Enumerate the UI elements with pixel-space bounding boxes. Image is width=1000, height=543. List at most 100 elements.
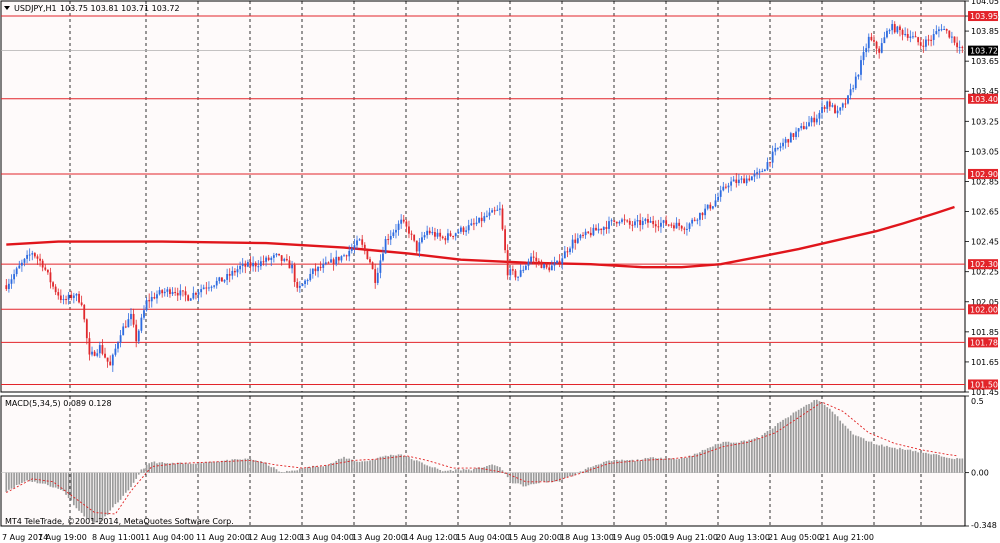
macd-bar [293,470,296,473]
macd-bar [382,456,384,473]
macd-bar [660,457,662,473]
macd-bar [5,472,8,492]
macd-bar [686,457,688,473]
candle-body [467,225,470,231]
macd-bar [891,447,893,473]
macd-bar [301,467,304,473]
candle-body [652,220,655,225]
macd-bar [943,456,945,473]
candle-body [714,200,717,207]
triangle-down-icon[interactable] [4,6,10,10]
moving-average-line [6,205,955,269]
candle-body [732,179,735,182]
macd-bar [610,461,613,473]
candle-body [509,269,512,276]
candle-body [917,37,920,43]
level-label: 103.95 [970,12,998,21]
macd-bar [719,443,722,473]
candle-body [275,253,278,256]
candle-body [950,36,953,38]
candle-body [753,173,756,177]
candle-body [127,319,130,328]
candle-body [626,220,629,222]
macd-bar [764,432,766,473]
candle-body [504,229,506,251]
macd-bar [564,472,566,479]
candle-body [408,226,410,234]
macd-bar [60,472,62,490]
macd-bar [187,463,189,473]
candle-body [540,261,543,269]
candle-body [904,34,907,36]
candle-body [392,232,395,236]
candle-body [865,48,868,53]
candle-body [20,262,23,266]
candle-body [434,232,436,237]
candle-body [405,221,408,227]
macd-bar [579,471,582,473]
macd-bar [366,461,369,473]
macd-bar [880,444,883,473]
candle-body [511,269,514,271]
macd-bar [395,455,397,473]
candle-body [337,256,340,261]
macd-bar [343,456,345,473]
macd-bar [556,472,558,482]
candle-body [447,233,449,241]
macd-bar [418,461,421,473]
macd-bar [641,459,644,473]
candle-body [841,103,844,108]
candle-body [31,253,34,255]
macd-bar [202,462,205,473]
macd-bar [826,407,829,473]
macd-bar [21,472,23,483]
candle-body [402,219,405,222]
candle-body [322,263,325,268]
macd-bar [260,461,262,473]
macd-bar [951,458,953,473]
macd-bar [75,472,78,509]
time-label: 19 Aug 05:00 [612,533,666,542]
macd-bar [870,441,873,473]
candle-body [454,233,457,237]
macd-bar [192,463,195,473]
macd-bar [228,461,231,473]
candle-body [636,220,639,222]
candle-body [582,234,584,236]
macd-bar [922,452,925,473]
price-plot-area [0,0,966,393]
macd-bar [808,404,810,473]
candle-body [480,217,483,222]
candle-body [740,178,743,180]
candle-body [210,286,213,288]
macd-bar [504,472,506,474]
candle-body [628,220,631,225]
macd-bar [777,423,779,473]
macd-bar [945,457,948,473]
ohlc-readout: 103.75 103.81 103.71 103.72 [60,4,180,13]
candle-body [810,117,813,123]
macd-bar [600,463,603,473]
macd-bar [247,458,249,473]
candle-body [792,133,795,137]
candle-body [649,220,652,223]
time-label: 15 Aug 20:00 [508,533,562,542]
candle-body [496,209,499,211]
candle-body [919,42,922,46]
macd-bar [413,460,415,473]
candle-body [311,268,314,274]
macd-bar [262,462,265,473]
candle-body [324,262,327,264]
candle-body [958,46,961,48]
candle-body [852,88,855,90]
candle-body [711,206,714,209]
candle-body [257,266,260,268]
candle-body [78,293,80,303]
candle-body [545,264,548,268]
macd-bar [296,470,299,473]
macd-bar [597,464,600,473]
macd-bar [309,467,312,473]
macd-bar [98,472,101,523]
macd-bar [893,447,896,473]
candle-body [922,45,925,47]
